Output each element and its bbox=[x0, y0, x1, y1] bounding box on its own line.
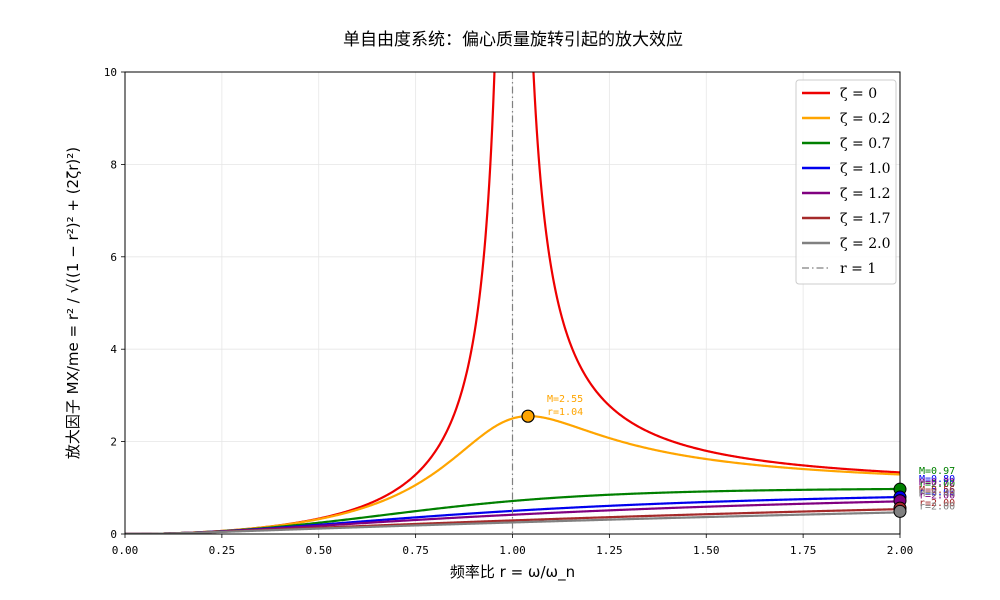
legend-label: ζ = 1.7 bbox=[840, 211, 890, 227]
legend-label: ζ = 1.0 bbox=[840, 161, 890, 177]
legend-box bbox=[795, 79, 897, 285]
x-tick-label: 0.00 bbox=[112, 544, 139, 557]
legend-label: ζ = 2.0 bbox=[840, 236, 890, 252]
legend-label: r = 1 bbox=[840, 261, 876, 277]
x-tick-label: 1.00 bbox=[499, 544, 526, 557]
y-tick-label: 4 bbox=[110, 343, 117, 356]
plot-area bbox=[125, 72, 900, 534]
end-label-r: r=2.00 bbox=[919, 491, 955, 502]
y-tick-label: 6 bbox=[110, 251, 117, 264]
y-axis-label-text: 放大因子 MX/me = r² / √((1 − r²)² + (2ζr)²) bbox=[64, 147, 82, 459]
y-tick-label: 2 bbox=[110, 436, 117, 449]
end-label-r: r=2.00 bbox=[919, 501, 955, 512]
x-axis-label: 频率比 r = ω/ω_n bbox=[450, 563, 575, 582]
peak-label-r: r=1.04 bbox=[547, 407, 583, 418]
x-axis-label-text: 频率比 r = ω/ω_n bbox=[450, 563, 575, 582]
y-tick-label: 8 bbox=[110, 158, 117, 171]
end-marker bbox=[893, 504, 907, 518]
annotations: M=2.55r=1.04M=0.97r=2.00M=0.80r=2.00M=0.… bbox=[521, 394, 955, 518]
end-label-m: M=0.49 bbox=[919, 488, 955, 499]
end-label-m: M=0.56 bbox=[919, 485, 955, 496]
x-tick-label: 0.75 bbox=[402, 544, 429, 557]
x-tick-label: 1.25 bbox=[596, 544, 623, 557]
chart-title: 单自由度系统：偏心质量旋转引起的放大效应 bbox=[343, 30, 683, 50]
y-tick-label: 0 bbox=[110, 528, 117, 541]
y-tick-label: 10 bbox=[104, 66, 117, 79]
end-label-m: M=0.97 bbox=[919, 466, 955, 477]
x-tick-label: 1.75 bbox=[790, 544, 817, 557]
x-tick-label: 0.25 bbox=[209, 544, 236, 557]
legend-label: ζ = 0.2 bbox=[840, 111, 890, 127]
legend-label: ζ = 1.2 bbox=[840, 186, 890, 202]
legend-label: ζ = 0 bbox=[840, 86, 877, 102]
end-label-r: r=2.00 bbox=[919, 487, 955, 498]
peak-marker bbox=[521, 409, 535, 423]
peak-label-m: M=2.55 bbox=[547, 394, 583, 405]
y-axis-label: 放大因子 MX/me = r² / √((1 − r²)² + (2ζr)²) bbox=[64, 147, 82, 459]
axis-ticks: 0.00 0.25 0.50 0.75 1.00 1.25 1.50 1.75 2.00 0 2 4 6… bbox=[104, 66, 914, 557]
x-tick-label: 1.50 bbox=[693, 544, 720, 557]
end-label-r: r=2.00 bbox=[919, 479, 955, 490]
x-tick-label: 2.00 bbox=[887, 544, 914, 557]
end-label-m: M=0.80 bbox=[919, 474, 955, 485]
legend-label: ζ = 0.7 bbox=[840, 136, 890, 152]
legend: ζ = 0 ζ = 0.2 ζ = 0.7 ζ = 1.0 ζ = 1.2 ζ = 1.7… bbox=[795, 79, 897, 285]
end-label-m: M=0.72 bbox=[919, 478, 955, 489]
x-tick-label: 0.50 bbox=[306, 544, 333, 557]
end-label-r: r=2.00 bbox=[919, 498, 955, 509]
